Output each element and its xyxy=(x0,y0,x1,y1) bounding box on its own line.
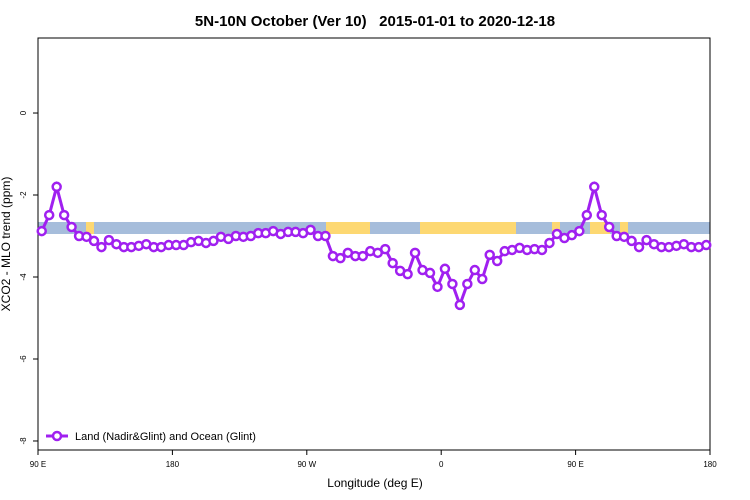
data-point xyxy=(96,241,107,253)
data-point xyxy=(305,224,316,236)
data-point xyxy=(566,229,578,241)
data-point xyxy=(424,267,436,279)
data-point xyxy=(387,257,398,269)
x-tick-label: 90 E xyxy=(30,460,46,469)
y-tick-label: -2 xyxy=(19,191,28,199)
data-point xyxy=(581,209,593,221)
data-point xyxy=(551,228,563,240)
data-point xyxy=(574,225,585,237)
data-point xyxy=(618,231,630,243)
y-tick-label: 0 xyxy=(19,110,28,115)
y-tick-label: -8 xyxy=(19,437,28,445)
data-point xyxy=(36,225,47,237)
chart-title: 5N-10N October (Ver 10) 2015-01-01 to 20… xyxy=(195,13,555,30)
data-point xyxy=(439,263,451,275)
data-point xyxy=(589,181,600,193)
ocean-band xyxy=(38,222,710,234)
data-point xyxy=(58,209,70,221)
land-band xyxy=(326,222,370,234)
data-point xyxy=(81,231,92,243)
data-point xyxy=(43,209,55,221)
data-point xyxy=(641,234,652,246)
data-point xyxy=(208,235,219,247)
data-point xyxy=(701,239,712,251)
data-point xyxy=(409,247,421,259)
land-band xyxy=(620,222,628,234)
legend-label: Land (Nadir&Glint) and Ocean (Glint) xyxy=(75,431,256,443)
data-point xyxy=(469,264,481,276)
legend-marker xyxy=(51,430,63,442)
data-point xyxy=(477,273,488,285)
data-point xyxy=(357,250,369,262)
data-point xyxy=(536,244,548,256)
y-tick-label: -6 xyxy=(19,355,28,363)
data-point xyxy=(432,281,443,293)
land-band xyxy=(86,222,94,234)
x-tick-label: 0 xyxy=(439,460,444,469)
y-tick-label: -4 xyxy=(19,273,28,281)
data-point xyxy=(402,268,413,280)
x-tick-label: 90 E xyxy=(567,460,583,469)
x-tick-label: 180 xyxy=(703,460,717,469)
x-tick-label: 180 xyxy=(166,460,180,469)
data-point xyxy=(51,181,62,193)
data-point xyxy=(320,230,331,242)
data-point xyxy=(633,241,645,253)
data-point xyxy=(484,249,495,261)
data-point xyxy=(626,235,637,247)
land-band xyxy=(552,222,560,234)
land-band xyxy=(420,222,516,234)
x-axis-label: Longitude (deg E) xyxy=(327,476,422,490)
legend: Land (Nadir&Glint) and Ocean (Glint) xyxy=(46,430,256,443)
data-point xyxy=(596,209,607,221)
y-axis-label: XCO2 - MLO trend (ppm) xyxy=(0,177,13,312)
data-point xyxy=(103,234,115,246)
data-point xyxy=(66,221,77,233)
x-tick-label: 90 W xyxy=(297,460,316,469)
data-point xyxy=(447,278,458,290)
data-point xyxy=(335,252,346,264)
data-point xyxy=(379,243,391,255)
land-ocean-strip xyxy=(38,222,710,234)
data-point xyxy=(603,221,615,233)
data-point xyxy=(454,299,466,311)
data-point xyxy=(462,278,473,290)
data-point xyxy=(88,235,100,247)
data-point xyxy=(544,237,555,249)
data-point xyxy=(491,255,503,267)
